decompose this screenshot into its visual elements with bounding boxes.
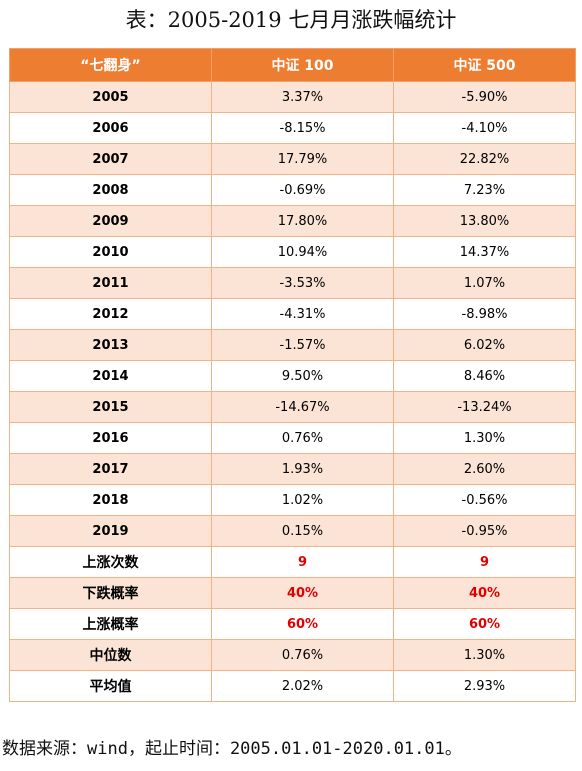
csi100-cell: 9 (211, 546, 394, 578)
csi100-cell: 0.15% (211, 515, 394, 547)
csi100-cell: 0.76% (211, 639, 394, 671)
csi100-cell: 10.94% (211, 236, 394, 268)
csi100-cell: 1.02% (211, 484, 394, 516)
csi100-cell: -8.15% (211, 112, 394, 144)
year-cell: 2010 (9, 236, 212, 268)
year-cell: 2019 (9, 515, 212, 547)
csi500-cell: 1.07% (393, 267, 576, 299)
table-row: 2017 1.93% 2.60% (9, 453, 576, 485)
csi100-cell: 60% (211, 608, 394, 640)
csi500-cell: 2.60% (393, 453, 576, 485)
csi500-cell: -8.98% (393, 298, 576, 330)
table-row: 2019 0.15% -0.95% (9, 515, 576, 547)
year-cell: 2017 (9, 453, 212, 485)
csi500-cell: 1.30% (393, 422, 576, 454)
table-row: 2007 17.79% 22.82% (9, 143, 576, 175)
data-source-note: 数据来源：wind，起止时间：2005.01.01-2020.01.01。 (2, 739, 462, 759)
year-cell: 2007 (9, 143, 212, 175)
year-cell: 2015 (9, 391, 212, 423)
table-row: 2006 -8.15% -4.10% (9, 112, 576, 144)
summary-label: 中位数 (9, 639, 212, 671)
summary-label: 上涨概率 (9, 608, 212, 640)
csi500-cell: -0.56% (393, 484, 576, 516)
year-cell: 2013 (9, 329, 212, 361)
csi500-cell: 8.46% (393, 360, 576, 392)
csi100-cell: -0.69% (211, 174, 394, 206)
summary-row-median: 中位数 0.76% 1.30% (9, 639, 576, 671)
csi500-cell: 7.23% (393, 174, 576, 206)
csi100-cell: 40% (211, 577, 394, 609)
year-cell: 2011 (9, 267, 212, 299)
summary-row-mean: 平均值 2.02% 2.93% (9, 670, 576, 702)
csi500-cell: 13.80% (393, 205, 576, 237)
csi100-cell: 3.37% (211, 81, 394, 113)
table-row: 2014 9.50% 8.46% (9, 360, 576, 392)
csi100-cell: 1.93% (211, 453, 394, 485)
csi500-cell: 40% (393, 577, 576, 609)
csi500-cell: 2.93% (393, 670, 576, 702)
csi500-cell: 6.02% (393, 329, 576, 361)
table-row: 2018 1.02% -0.56% (9, 484, 576, 516)
csi500-cell: -0.95% (393, 515, 576, 547)
july-returns-table: “七翻身” 中证 100 中证 500 2005 3.37% -5.90% 20… (9, 48, 576, 702)
csi100-cell: -3.53% (211, 267, 394, 299)
csi500-cell: -4.10% (393, 112, 576, 144)
year-cell: 2012 (9, 298, 212, 330)
table-header-row: “七翻身” 中证 100 中证 500 (9, 48, 576, 82)
csi100-cell: -1.57% (211, 329, 394, 361)
csi100-cell: 0.76% (211, 422, 394, 454)
csi500-cell: -5.90% (393, 81, 576, 113)
table-row: 2009 17.80% 13.80% (9, 205, 576, 237)
year-cell: 2008 (9, 174, 212, 206)
summary-row-up-count: 上涨次数 9 9 (9, 546, 576, 578)
summary-label: 上涨次数 (9, 546, 212, 578)
csi500-cell: 1.30% (393, 639, 576, 671)
table-row: 2015 -14.67% -13.24% (9, 391, 576, 423)
header-cell-label: “七翻身” (9, 48, 212, 82)
csi100-cell: 2.02% (211, 670, 394, 702)
header-cell-csi100: 中证 100 (211, 48, 394, 82)
summary-label: 下跌概率 (9, 577, 212, 609)
csi500-cell: -13.24% (393, 391, 576, 423)
summary-label: 平均值 (9, 670, 212, 702)
table-row: 2013 -1.57% 6.02% (9, 329, 576, 361)
table-row: 2008 -0.69% 7.23% (9, 174, 576, 206)
csi500-cell: 60% (393, 608, 576, 640)
csi100-cell: -4.31% (211, 298, 394, 330)
csi100-cell: -14.67% (211, 391, 394, 423)
year-cell: 2016 (9, 422, 212, 454)
csi500-cell: 9 (393, 546, 576, 578)
year-cell: 2009 (9, 205, 212, 237)
table-row: 2005 3.37% -5.90% (9, 81, 576, 113)
year-cell: 2018 (9, 484, 212, 516)
csi100-cell: 9.50% (211, 360, 394, 392)
year-cell: 2014 (9, 360, 212, 392)
table-row: 2011 -3.53% 1.07% (9, 267, 576, 299)
summary-row-down-probability: 下跌概率 40% 40% (9, 577, 576, 609)
csi500-cell: 22.82% (393, 143, 576, 175)
table-row: 2010 10.94% 14.37% (9, 236, 576, 268)
csi100-cell: 17.79% (211, 143, 394, 175)
csi100-cell: 17.80% (211, 205, 394, 237)
year-cell: 2006 (9, 112, 212, 144)
summary-row-up-probability: 上涨概率 60% 60% (9, 608, 576, 640)
year-cell: 2005 (9, 81, 212, 113)
header-cell-csi500: 中证 500 (393, 48, 576, 82)
csi500-cell: 14.37% (393, 236, 576, 268)
table-row: 2012 -4.31% -8.98% (9, 298, 576, 330)
table-row: 2016 0.76% 1.30% (9, 422, 576, 454)
table-title: 表：2005-2019 七月月涨跌幅统计 (125, 8, 457, 32)
